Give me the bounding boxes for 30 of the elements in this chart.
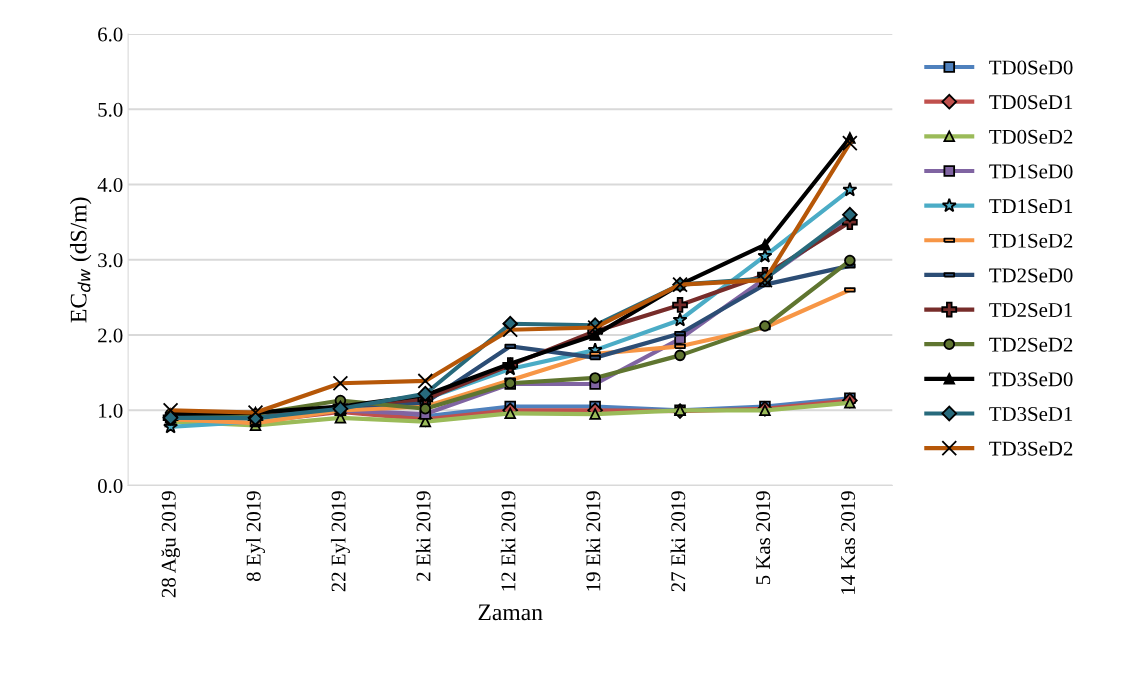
x-tick-label: 12 Eki 2019: [500, 491, 516, 591]
y-tick-label: 5.0: [98, 102, 123, 117]
x-tick-label: 28 Ağu 2019: [161, 491, 181, 598]
x-axis-title: Zaman: [478, 604, 543, 621]
y-tick-label: 6.0: [98, 27, 123, 42]
legend-label: TD3SeD1: [989, 406, 1073, 421]
legend-label: TD2SeD2: [989, 337, 1073, 352]
x-tick-label: 14 Kas 2019: [841, 491, 856, 594]
legend-label: TD1SeD2: [989, 233, 1073, 248]
legend-label: TD1SeD0: [989, 164, 1073, 179]
x-tick-label: 19 Eki 2019: [585, 491, 601, 591]
legend-label: TD3SeD0: [989, 372, 1073, 387]
y-tick-label: 3.0: [98, 253, 123, 268]
x-tick-label: 2 Eki 2019: [415, 491, 431, 581]
x-tick-label: 27 Eki 2019: [670, 491, 686, 592]
y-tick-label: 2.0: [98, 328, 123, 343]
y-tick-label: 0.0: [98, 478, 123, 494]
x-tick-label: 22 Eyl 2019: [330, 491, 350, 592]
y-tick-label: 1.0: [99, 403, 123, 418]
legend-label: TD2SeD0: [989, 268, 1073, 283]
legend-label: TD3SeD2: [989, 441, 1073, 456]
legend-label: TD0SeD0: [989, 60, 1073, 75]
y-axis-title: EC$_{dw}$ (dS/m): [69, 197, 92, 323]
legend-label: TD1SeD1: [989, 199, 1073, 214]
x-tick-label: 8 Eyl 2019: [246, 491, 265, 582]
legend-label: TD2SeD1: [989, 303, 1073, 318]
legend-label: TD0SeD2: [989, 129, 1073, 144]
legend-label: TD0SeD1: [989, 95, 1073, 110]
x-tick-label: 5 Kas 2019: [756, 491, 771, 585]
y-tick-label: 4.0: [97, 177, 123, 193]
